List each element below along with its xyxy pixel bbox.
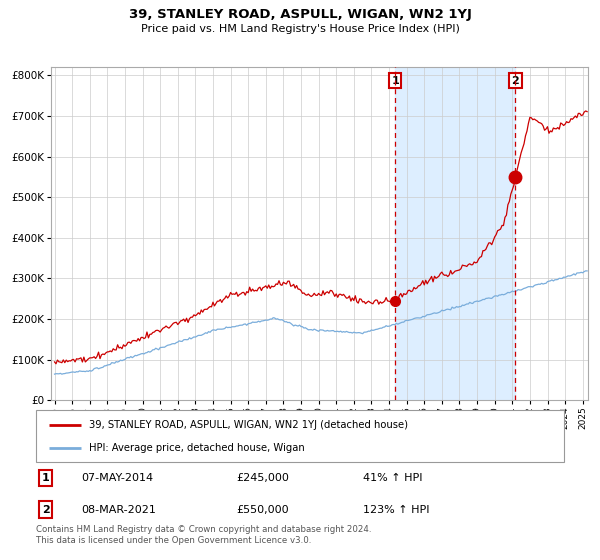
Text: 2: 2 [512, 76, 520, 86]
Text: 39, STANLEY ROAD, ASPULL, WIGAN, WN2 1YJ (detached house): 39, STANLEY ROAD, ASPULL, WIGAN, WN2 1YJ… [89, 420, 408, 430]
Text: Contains HM Land Registry data © Crown copyright and database right 2024.
This d: Contains HM Land Registry data © Crown c… [36, 525, 371, 545]
Text: 07-MAY-2014: 07-MAY-2014 [81, 473, 153, 483]
Text: 39, STANLEY ROAD, ASPULL, WIGAN, WN2 1YJ: 39, STANLEY ROAD, ASPULL, WIGAN, WN2 1YJ [128, 8, 472, 21]
Text: 1: 1 [41, 473, 49, 483]
Text: Price paid vs. HM Land Registry's House Price Index (HPI): Price paid vs. HM Land Registry's House … [140, 24, 460, 34]
Bar [395, 67, 515, 400]
Text: 2: 2 [41, 505, 49, 515]
Text: HPI: Average price, detached house, Wigan: HPI: Average price, detached house, Wiga… [89, 442, 305, 452]
Text: 08-MAR-2021: 08-MAR-2021 [81, 505, 156, 515]
Text: 123% ↑ HPI: 123% ↑ HPI [364, 505, 430, 515]
Text: 41% ↑ HPI: 41% ↑ HPI [364, 473, 423, 483]
Text: £245,000: £245,000 [236, 473, 290, 483]
Text: 1: 1 [391, 76, 399, 86]
FancyBboxPatch shape [36, 410, 564, 462]
Text: £550,000: £550,000 [236, 505, 289, 515]
